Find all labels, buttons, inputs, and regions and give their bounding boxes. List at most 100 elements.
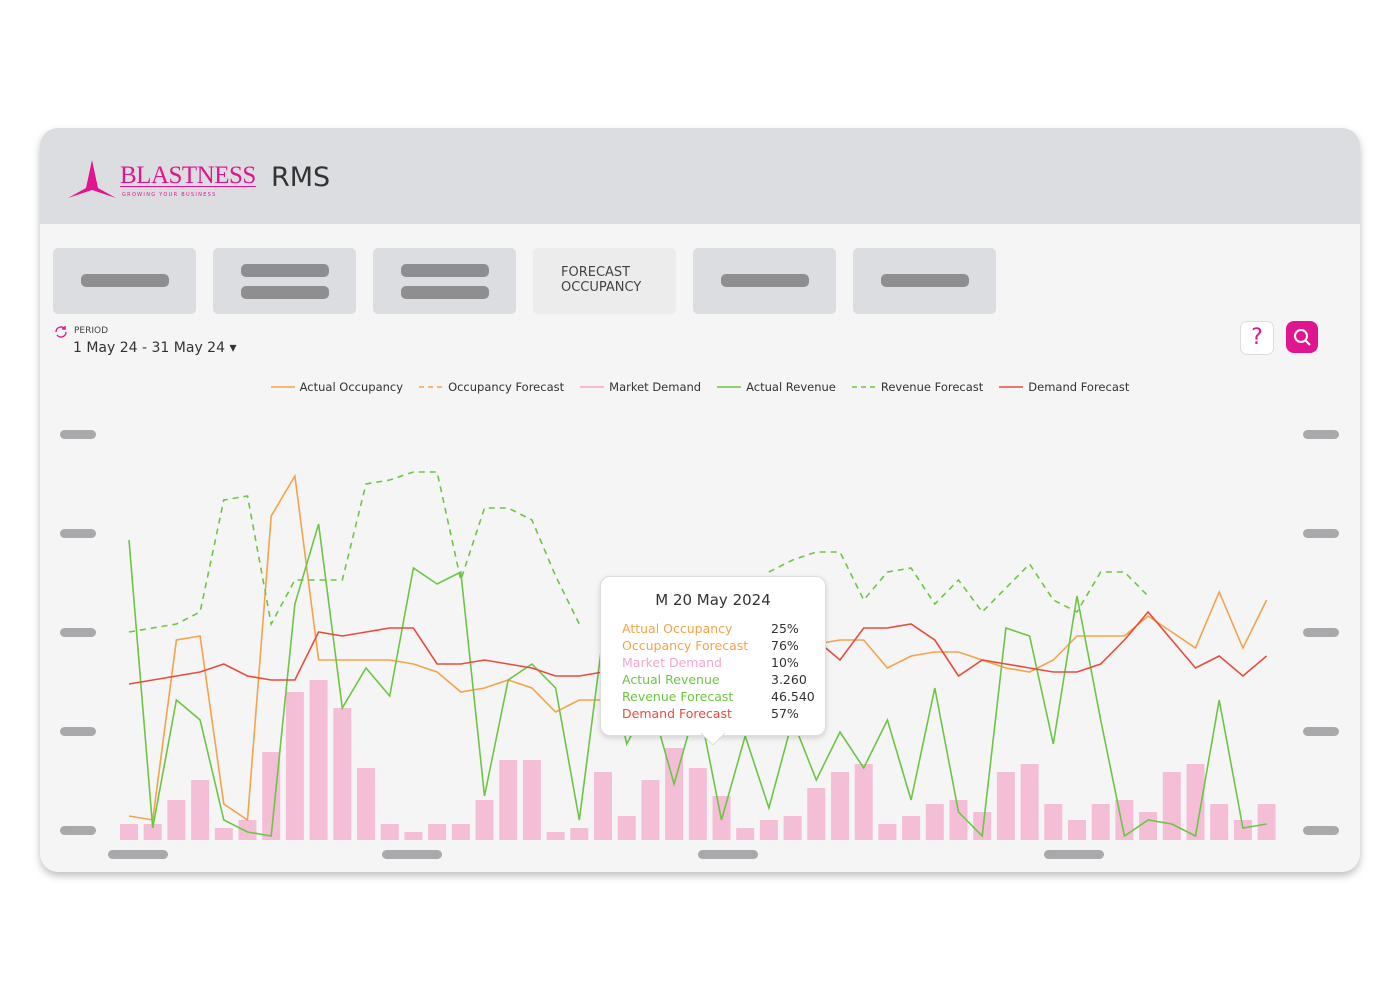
legend-swatch: [270, 386, 295, 388]
bar: [996, 772, 1015, 840]
tooltip-value: 10%: [771, 655, 799, 670]
bar: [1257, 804, 1276, 840]
bar: [807, 788, 826, 840]
tooltip-label: Attual Occupancy: [622, 621, 733, 636]
legend-swatch: [999, 386, 1024, 388]
bar: [973, 812, 992, 840]
dashboard-card: BLASTNESS GROWING YOUR BUSINESS RMS FORE…: [40, 128, 1360, 872]
legend-swatch: [419, 386, 444, 388]
bar: [428, 824, 447, 840]
bar: [309, 680, 328, 840]
bar: [238, 820, 257, 840]
legend-item: Actual Occupancy: [270, 380, 404, 394]
legend-item: Occupancy Forecast: [419, 380, 564, 394]
period-select[interactable]: 1 May 24 - 31 May 24 ▾: [73, 340, 237, 356]
bar: [1091, 804, 1110, 840]
brand-name: BLASTNESS: [120, 162, 256, 189]
tab-label: FORECAST OCCUPANCY: [561, 265, 642, 295]
legend-swatch: [580, 386, 605, 388]
tooltip-value: 46.540: [771, 689, 815, 704]
tooltip-row: Demand Forecast 57%: [622, 706, 812, 721]
bar: [878, 824, 897, 840]
legend-label: Revenue Forecast: [880, 380, 984, 394]
bar: [1020, 764, 1039, 840]
tooltip-value: 57%: [771, 706, 799, 721]
legend-item: Demand Forecast: [999, 380, 1129, 394]
line-series: [128, 471, 1149, 633]
tab[interactable]: [53, 248, 196, 314]
bar: [120, 824, 138, 840]
bar: [214, 828, 233, 840]
tab[interactable]: [213, 248, 356, 314]
bar: [499, 760, 518, 840]
bar: [617, 816, 636, 840]
tab[interactable]: [853, 248, 996, 314]
header: BLASTNESS GROWING YOUR BUSINESS RMS: [40, 128, 1360, 224]
bar: [262, 752, 281, 840]
search-button[interactable]: [1286, 321, 1318, 353]
bar: [1233, 820, 1252, 840]
bar: [475, 800, 494, 840]
tab-active[interactable]: FORECAST OCCUPANCY: [533, 248, 676, 314]
legend-item: Actual Revenue: [717, 380, 836, 394]
tooltip-label: Occupancy Forecast: [622, 638, 749, 653]
help-button[interactable]: ?: [1240, 321, 1274, 355]
tooltip-value: 76%: [771, 638, 799, 653]
bar: [404, 832, 423, 840]
bar: [191, 780, 210, 840]
legend-swatch: [851, 386, 876, 388]
bar: [451, 824, 470, 840]
period-label: PERIOD: [74, 326, 109, 336]
bar: [831, 772, 849, 840]
bar: [641, 780, 660, 840]
bar: [522, 760, 541, 840]
tooltip-row: Revenue Forecast 46.540: [622, 689, 815, 704]
tooltip-label: Demand Forecast: [622, 706, 732, 721]
bar: [333, 708, 352, 840]
tab[interactable]: [693, 248, 836, 314]
legend-label: Actual Revenue: [746, 380, 836, 394]
bar: [783, 816, 802, 840]
bar: [688, 768, 707, 840]
bar: [1044, 804, 1063, 840]
bar: [736, 828, 755, 840]
bar: [949, 800, 968, 840]
legend-label: Actual Occupancy: [299, 380, 404, 394]
bar: [902, 816, 921, 840]
bar: [1210, 804, 1229, 840]
refresh-icon[interactable]: [53, 324, 69, 340]
tooltip: M 20 May 2024 Attual Occupancy 25% Occupan…: [600, 576, 826, 736]
logo-icon: [68, 160, 116, 198]
bar: [1139, 812, 1158, 840]
tooltip-row: Occupancy Forecast 76%: [622, 638, 812, 653]
legend-label: Demand Forecast: [1028, 380, 1130, 394]
bar: [1186, 764, 1205, 840]
bar: [357, 768, 375, 840]
bar: [1162, 772, 1181, 840]
legend-item: Market Demand: [580, 380, 701, 394]
legend-item: Revenue Forecast: [851, 380, 984, 394]
tooltip-value: 25%: [771, 621, 799, 636]
bar: [380, 824, 399, 840]
bar: [925, 804, 944, 840]
bar: [167, 800, 186, 840]
tab[interactable]: [373, 248, 516, 314]
bar: [546, 832, 565, 840]
tooltip-arrow: [701, 732, 725, 746]
bar: [759, 820, 778, 840]
period-range: 1 May 24 - 31 May 24: [73, 340, 225, 356]
bar: [570, 828, 589, 840]
product-name: RMS: [271, 162, 331, 193]
tooltip-row: Attual Occupancy 25%: [622, 621, 812, 636]
chart: [120, 471, 1276, 840]
bar: [854, 764, 873, 840]
tooltip-label: Market Demand: [622, 655, 722, 670]
tooltip-label: Actual Revenue: [622, 672, 720, 687]
bar: [665, 748, 684, 840]
tooltip-title: M 20 May 2024: [655, 591, 771, 609]
legend-label: Occupancy Forecast: [448, 380, 565, 394]
brand-tagline: GROWING YOUR BUSINESS: [122, 192, 217, 198]
legend-swatch: [717, 386, 742, 388]
tooltip-label: Revenue Forecast: [622, 689, 734, 704]
